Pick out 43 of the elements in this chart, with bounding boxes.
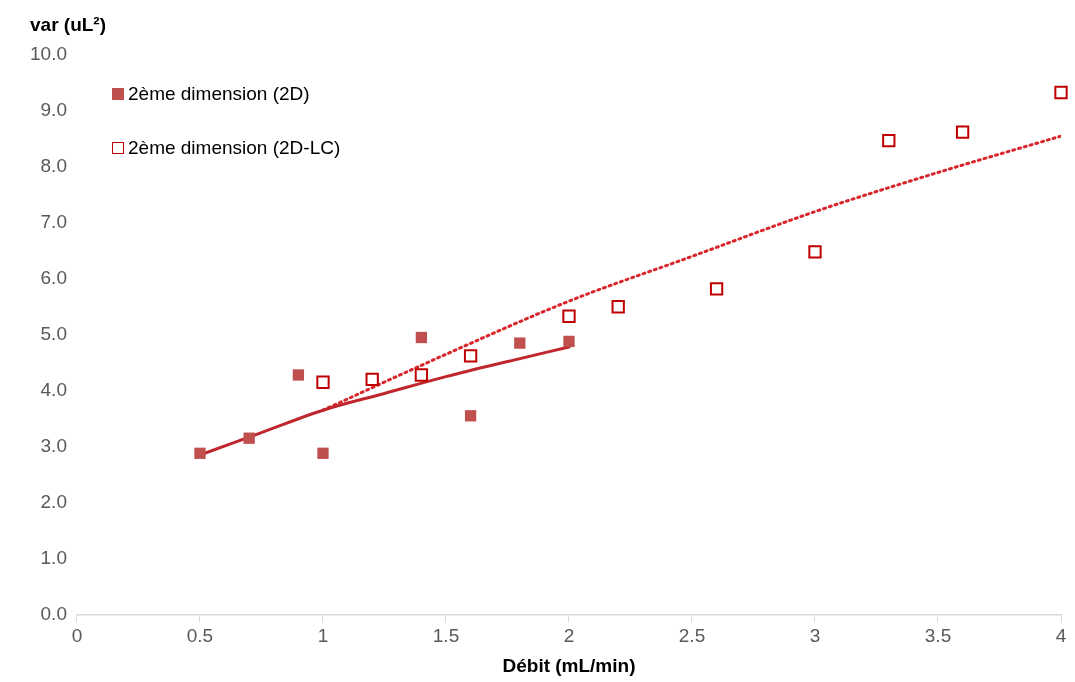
y-tick-label: 1.0 xyxy=(40,546,67,568)
point xyxy=(709,282,724,296)
x-tick-label: 3.5 xyxy=(924,625,952,647)
y-tick-label: 10.0 xyxy=(30,43,67,65)
y-tick-label: 6.0 xyxy=(40,266,67,288)
point xyxy=(563,335,575,348)
point xyxy=(514,337,526,349)
point xyxy=(415,331,428,344)
point xyxy=(316,375,330,389)
x-tick-label: 2 xyxy=(563,625,575,647)
y-tick-label: 7.0 xyxy=(40,211,67,233)
y-tick-label: 3.0 xyxy=(40,434,67,456)
point xyxy=(243,432,255,444)
point xyxy=(808,245,822,259)
point xyxy=(562,309,576,323)
point xyxy=(292,369,305,381)
legend-label: 2ème dimension (2D-LC) xyxy=(128,137,341,159)
y-tick-label: 2.0 xyxy=(40,490,67,512)
y-tick-label: 9.0 xyxy=(40,99,67,121)
y-tick-label: 5.0 xyxy=(40,322,67,344)
point xyxy=(464,410,477,422)
y-tick-label: 0.0 xyxy=(40,602,67,624)
point xyxy=(1054,85,1068,100)
point xyxy=(414,368,429,382)
x-tick-label: 2.5 xyxy=(678,625,706,647)
point xyxy=(194,447,206,459)
y-axis-title: var (uL²) xyxy=(30,14,106,36)
x-tick-label: 1 xyxy=(317,625,329,647)
x-axis-title: Débit (mL/min) xyxy=(502,654,636,676)
x-tick-label: 3 xyxy=(809,625,821,647)
legend-label: 2ème dimension (2D) xyxy=(128,83,310,105)
point xyxy=(611,300,625,314)
point xyxy=(463,349,478,363)
point xyxy=(955,125,970,139)
x-tick-label: 4 xyxy=(1055,625,1067,647)
y-tick-label: 8.0 xyxy=(40,155,67,177)
point xyxy=(365,372,379,387)
x-tick-label: 0 xyxy=(71,625,83,647)
x-tick-label: 0.5 xyxy=(186,625,214,647)
point xyxy=(317,447,329,459)
y-tick-label: 4.0 xyxy=(40,378,67,400)
point xyxy=(882,133,896,148)
x-tick-label: 1.5 xyxy=(432,625,460,647)
